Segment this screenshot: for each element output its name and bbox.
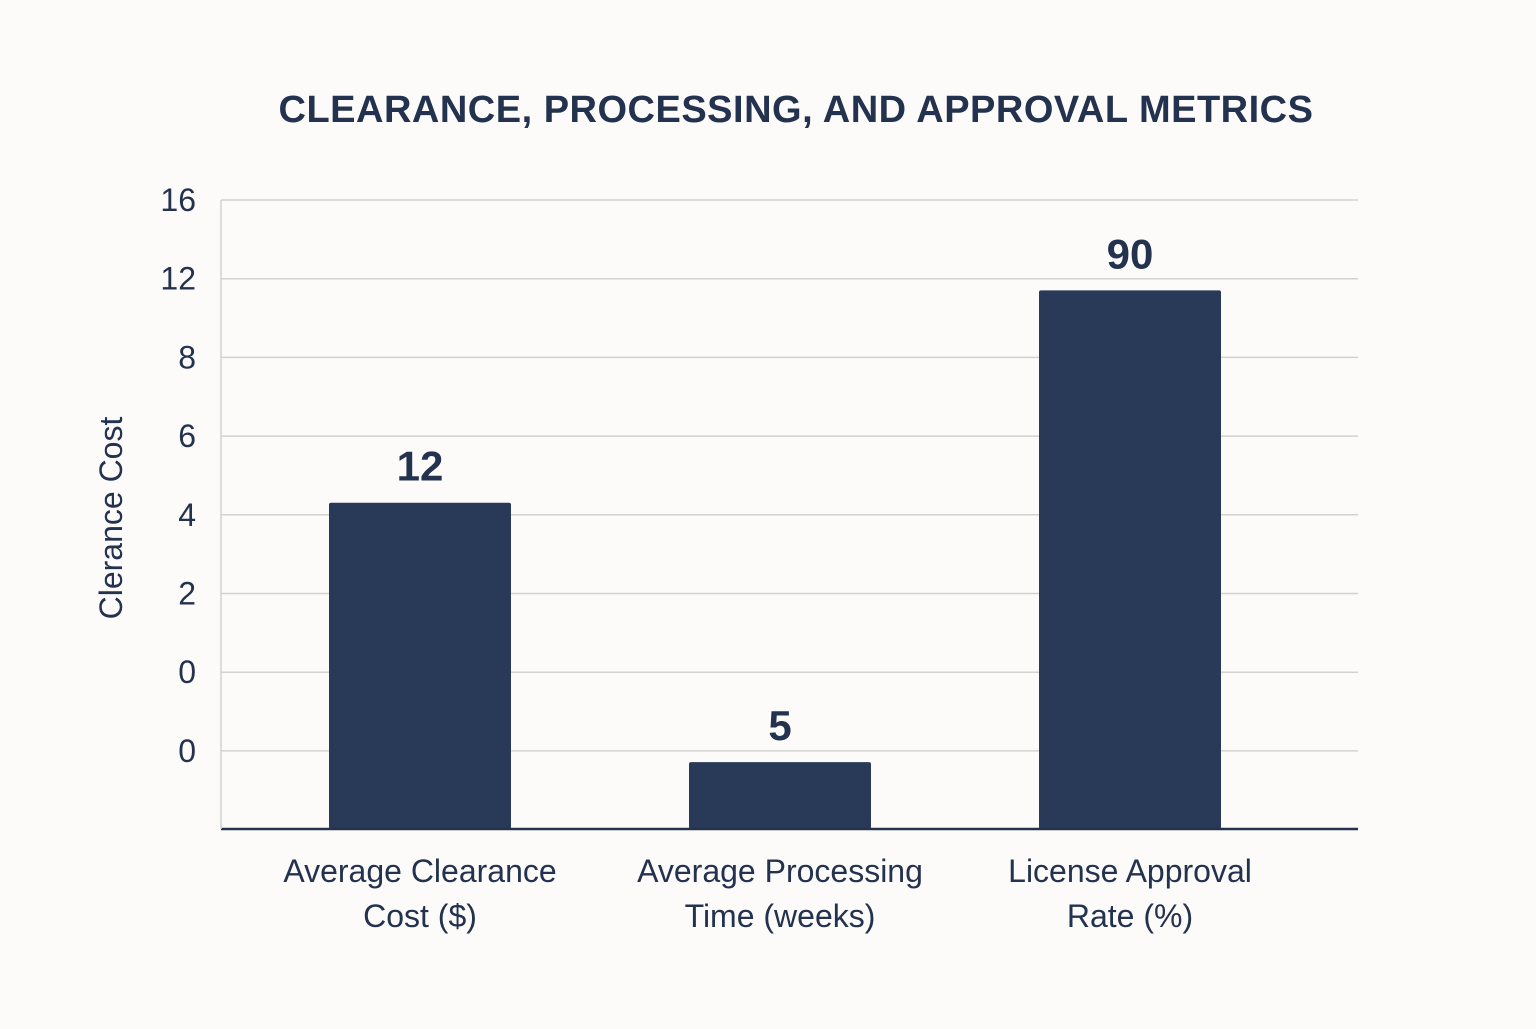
x-axis-ticks: Average Clearance Cost ($) Average Process…: [283, 853, 1252, 934]
bar-value-label: 12: [397, 443, 444, 490]
x-tick-label: Average Processing Time (weeks): [637, 853, 923, 934]
y-tick-label: 4: [178, 497, 196, 533]
chart-title: CLEARANCE, PROCESSING, AND APPROVAL METR…: [279, 89, 1314, 131]
bar: [689, 762, 871, 829]
bar-value-label: 5: [768, 702, 791, 749]
data-labels: 12 5 90: [397, 230, 1154, 749]
y-axis-label: Clerance Cost: [93, 417, 129, 620]
bar: [1039, 290, 1221, 829]
x-tick-label: License Approval Rate (%): [1008, 853, 1252, 934]
y-tick-label: 16: [160, 182, 196, 218]
y-tick-label: 6: [178, 418, 196, 454]
y-tick-label: 12: [160, 261, 196, 297]
y-tick-label: 0: [178, 654, 196, 690]
y-tick-label: 2: [178, 576, 196, 612]
bars: [329, 290, 1221, 829]
y-tick-label: 8: [178, 339, 196, 375]
bar: [329, 502, 511, 829]
y-tick-label: 0: [178, 733, 196, 769]
y-axis-ticks: 16 12 8 6 4 2 0 0: [160, 182, 196, 769]
bar-value-label: 90: [1107, 230, 1154, 277]
x-tick-label: Average Clearance Cost ($): [283, 853, 556, 934]
